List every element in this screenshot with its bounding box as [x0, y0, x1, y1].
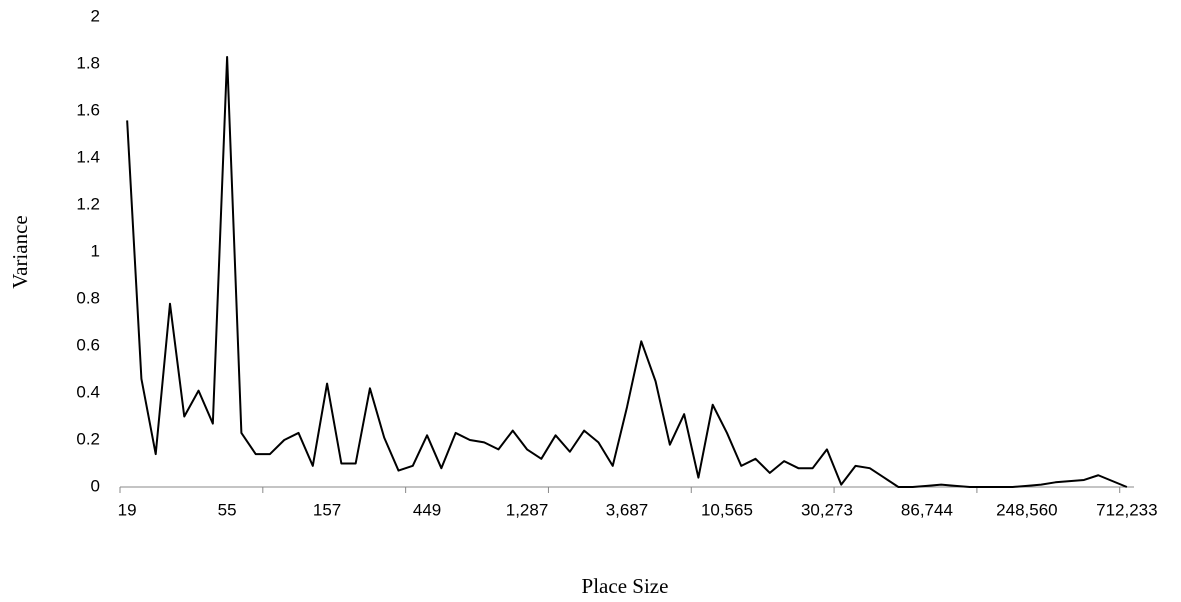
x-tick-label: 10,565 [701, 500, 753, 519]
y-tick-label: 1.8 [76, 53, 100, 72]
y-tick-label: 0.8 [76, 288, 100, 307]
x-tick-label: 1,287 [506, 500, 549, 519]
y-tick-label: 1.2 [76, 194, 100, 213]
y-tick-label: 1 [91, 241, 100, 260]
y-tick-label: 0.4 [76, 382, 100, 401]
y-tick-label: 1.6 [76, 100, 100, 119]
y-tick-label: 0 [91, 476, 100, 495]
x-tick-label: 3,687 [606, 500, 649, 519]
x-tick-label: 86,744 [901, 500, 953, 519]
x-tick-label: 30,273 [801, 500, 853, 519]
x-tick-label: 19 [118, 500, 137, 519]
x-tick-label: 712,233 [1096, 500, 1157, 519]
y-tick-label: 0.6 [76, 335, 100, 354]
y-tick-label: 0.2 [76, 429, 100, 448]
x-tick-label: 55 [218, 500, 237, 519]
x-tick-label: 248,560 [996, 500, 1057, 519]
y-tick-label: 1.4 [76, 147, 100, 166]
y-axis-title: Variance [8, 215, 32, 288]
y-tick-label: 2 [91, 6, 100, 25]
x-tick-label: 157 [313, 500, 341, 519]
x-tick-label: 449 [413, 500, 441, 519]
x-axis-title: Place Size [582, 574, 669, 598]
data-line [126, 55, 1128, 488]
